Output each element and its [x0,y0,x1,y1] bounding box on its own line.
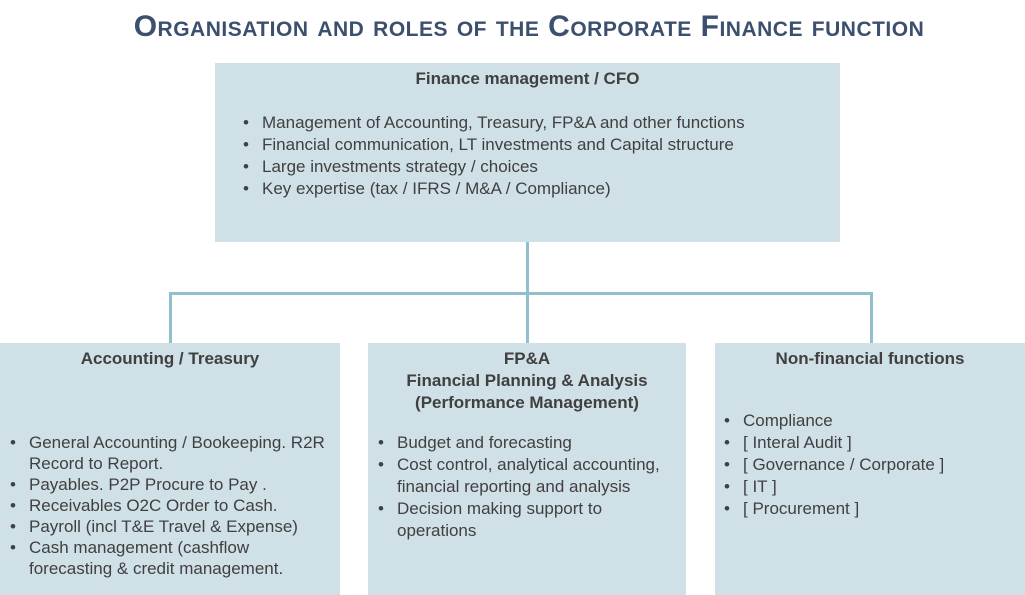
connector-left-down [169,292,172,344]
nonfinancial-list: Compliance [ Interal Audit ] [ Governanc… [724,410,1025,520]
list-item: Compliance [724,410,1025,432]
connector-right-down [870,292,873,344]
list-item: Decision making support to operations [378,498,660,542]
accounting-list: General Accounting / Bookeeping. R2R Rec… [10,432,332,579]
accounting-box: Accounting / Treasury General Accounting… [0,343,340,595]
list-item: Cost control, analytical accounting, fin… [378,454,660,498]
list-item: Large investments strategy / choices [243,156,840,178]
fpa-heading: FP&A Financial Planning & Analysis (Perf… [368,348,686,414]
connector-middle-down [526,292,529,344]
page-title: Organisation and roles of the Corporate … [133,10,925,43]
cfo-heading: Finance management / CFO [415,69,640,88]
connector-cfo-down [526,242,529,294]
fpa-box: FP&A Financial Planning & Analysis (Perf… [368,343,686,595]
list-item: Management of Accounting, Treasury, FP&A… [243,112,840,134]
list-item: Payroll (incl T&E Travel & Expense) [10,516,332,537]
list-item: Key expertise (tax / IFRS / M&A / Compli… [243,178,840,200]
list-item: Receivables O2C Order to Cash. [10,495,332,516]
fpa-heading-line-2: Financial Planning & Analysis [406,371,648,390]
fpa-list: Budget and forecasting Cost control, ana… [378,432,660,542]
list-item: [ IT ] [724,476,1025,498]
list-item: [ Governance / Corporate ] [724,454,1025,476]
cfo-box: Finance management / CFO Management of A… [215,63,840,242]
list-item: Cash management (cashflow forecasting & … [10,537,332,579]
connector-horizontal [169,292,873,295]
fpa-heading-line-1: FP&A [503,349,551,368]
list-item: Budget and forecasting [378,432,660,454]
nonfinancial-box: Non-financial functions Compliance [ Int… [715,343,1025,595]
list-item: [ Procurement ] [724,498,1025,520]
list-item: [ Interal Audit ] [724,432,1025,454]
list-item: Payables. P2P Procure to Pay . [10,474,332,495]
list-item: General Accounting / Bookeeping. R2R Rec… [10,432,332,474]
fpa-heading-line-3: (Performance Management) [415,393,639,412]
accounting-heading: Accounting / Treasury [80,349,260,368]
list-item: Financial communication, LT investments … [243,134,840,156]
nonfinancial-heading: Non-financial functions [775,349,965,368]
cfo-list: Management of Accounting, Treasury, FP&A… [243,112,840,200]
